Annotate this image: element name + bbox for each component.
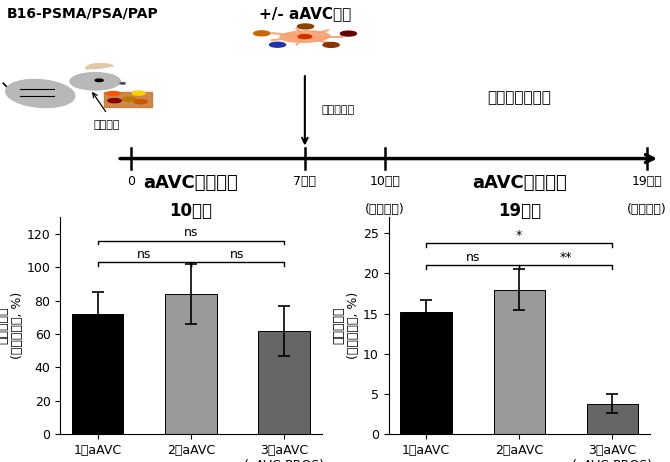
Circle shape [120, 83, 125, 84]
Text: 静脈内投与: 静脈内投与 [322, 105, 354, 115]
Y-axis label: 腫瘨サイズ
(無治療群比, %): 腫瘨サイズ (無治療群比, %) [0, 292, 24, 359]
Text: 皮下注射: 皮下注射 [94, 120, 121, 130]
Circle shape [95, 79, 103, 81]
Y-axis label: 腫瘨サイズ
(無治療群比, %): 腫瘨サイズ (無治療群比, %) [332, 292, 360, 359]
Text: **: ** [559, 251, 572, 264]
Ellipse shape [280, 31, 330, 42]
Text: ns: ns [184, 226, 198, 239]
Ellipse shape [5, 79, 75, 108]
Bar [165, 294, 216, 434]
Text: 10日目: 10日目 [370, 175, 401, 188]
Text: B16-PSMA/PSA/PAP: B16-PSMA/PSA/PAP [7, 6, 158, 20]
Bar [104, 92, 152, 107]
Text: (治療後期): (治療後期) [626, 203, 667, 216]
Circle shape [269, 43, 285, 47]
Text: ns: ns [137, 248, 151, 261]
Bar [494, 290, 545, 434]
Circle shape [254, 31, 270, 36]
Text: ns: ns [230, 248, 245, 261]
Circle shape [132, 91, 145, 95]
Text: ns: ns [466, 251, 480, 264]
Bar [401, 312, 452, 434]
Text: 19日目: 19日目 [498, 202, 541, 220]
Circle shape [323, 43, 339, 47]
Circle shape [297, 24, 314, 29]
Text: 19日目: 19日目 [631, 175, 662, 188]
Text: 10日目: 10日目 [170, 202, 212, 220]
Circle shape [340, 31, 356, 36]
Text: (治療初期): (治療初期) [365, 203, 405, 216]
Bar [259, 331, 310, 434]
Circle shape [123, 97, 136, 101]
Circle shape [298, 35, 312, 39]
Ellipse shape [70, 73, 121, 90]
Bar [587, 404, 638, 434]
Text: *: * [516, 229, 523, 242]
Circle shape [108, 98, 121, 103]
Text: aAVC治療初期: aAVC治療初期 [143, 174, 239, 192]
Text: 0: 0 [127, 175, 135, 188]
Bar [72, 314, 123, 434]
Text: 7日目: 7日目 [293, 175, 316, 188]
Wedge shape [86, 64, 113, 69]
Text: aAVC治療後期: aAVC治療後期 [472, 174, 567, 192]
Text: +/- aAVC治療: +/- aAVC治療 [259, 6, 351, 21]
Circle shape [134, 100, 147, 103]
Text: 腫瘨サイズ測定: 腫瘨サイズ測定 [487, 90, 551, 105]
Circle shape [107, 91, 120, 96]
